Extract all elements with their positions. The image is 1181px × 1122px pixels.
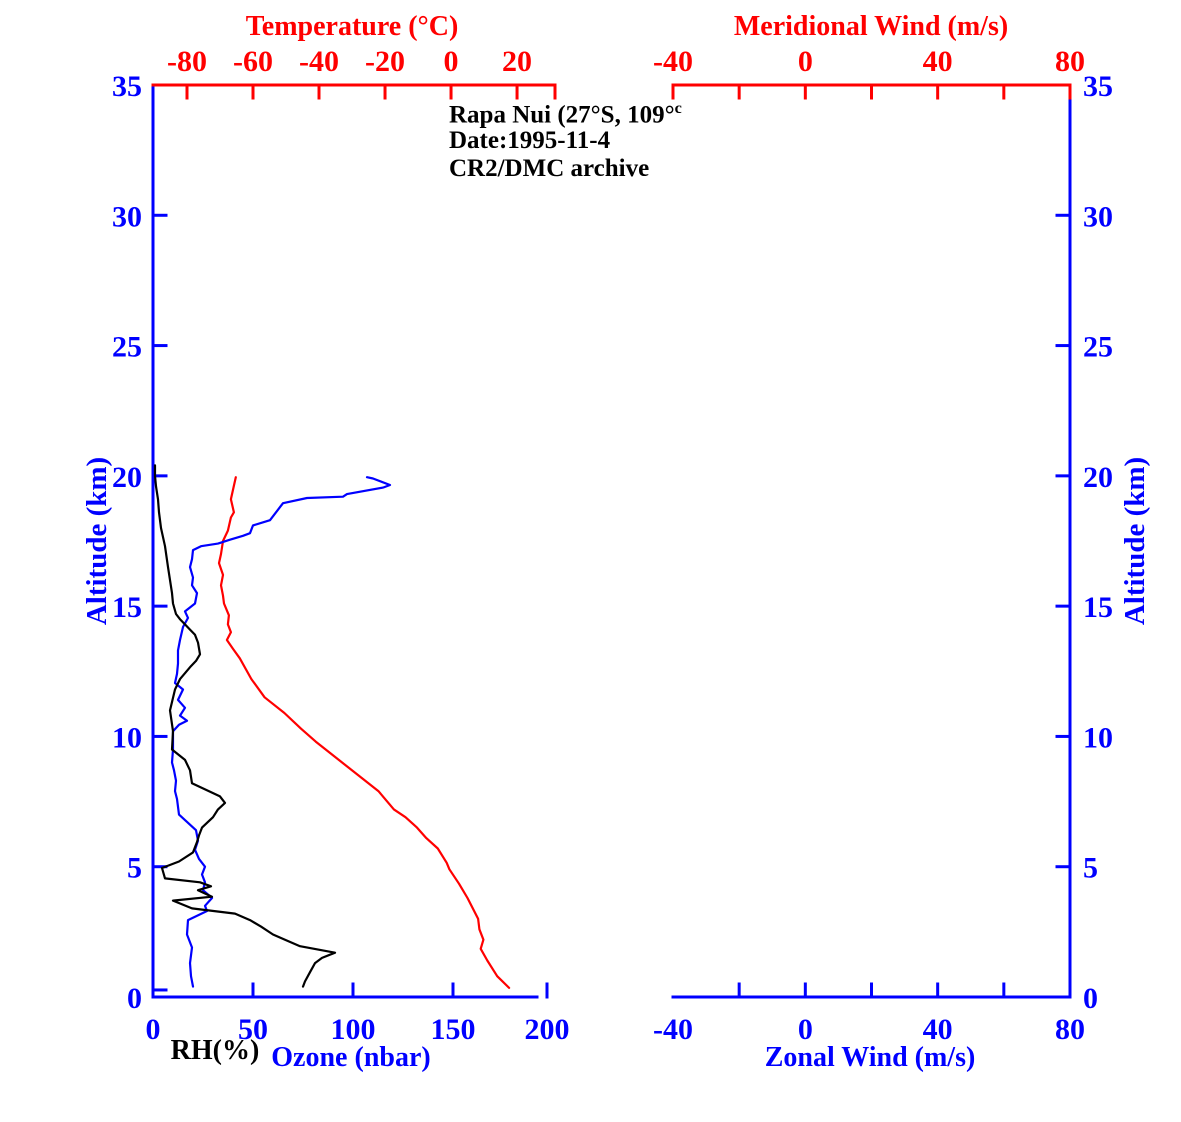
bottom-tick-label: 80 — [1055, 1013, 1085, 1046]
bottom-tick-label: 200 — [525, 1013, 570, 1046]
ozone-axis-title: Ozone (nbar) — [271, 1042, 431, 1073]
altitude-tick-label: 0 — [127, 982, 142, 1015]
ozone-curve — [170, 476, 392, 988]
altitude-tick-label: 35 — [112, 70, 142, 103]
station-annotation-line1: Rapa Nui (27°S, 109°c — [449, 99, 682, 129]
top-tick-label: -40 — [653, 45, 693, 78]
altitude-tick-label: 25 — [112, 331, 142, 364]
station-annotation-archive: CR2/DMC archive — [449, 155, 650, 182]
altitude-tick-label: 15 — [112, 591, 142, 624]
altitude-tick-label: 25 — [1083, 331, 1113, 364]
top-tick-label: -40 — [299, 45, 339, 78]
bottom-tick-label: 50 — [238, 1013, 268, 1046]
zonal-wind-axis-title: Zonal Wind (m/s) — [764, 1042, 976, 1073]
top-tick-label: -80 — [167, 45, 207, 78]
altitude-tick-label: 15 — [1083, 591, 1113, 624]
top-tick-label: 40 — [923, 45, 953, 78]
station-name: Rapa Nui (27°S, 109° — [449, 101, 675, 129]
bottom-tick-label: 40 — [923, 1013, 953, 1046]
bottom-tick-label: 0 — [798, 1013, 813, 1046]
altitude-tick-label: 20 — [1083, 461, 1113, 494]
altitude-tick-label: 30 — [1083, 200, 1113, 233]
relative-humidity-curve — [153, 464, 337, 988]
altitude-axis-title-left: Altitude (km) — [80, 456, 113, 626]
altitude-tick-label: 20 — [112, 461, 142, 494]
altitude-tick-label: 30 — [112, 200, 142, 233]
meridional-wind-axis-title: Meridional Wind (m/s) — [733, 11, 1009, 42]
station-name-fragment: c — [674, 99, 682, 117]
top-tick-label: 20 — [502, 45, 532, 78]
rh-axis-title: RH(%) — [170, 1035, 260, 1066]
altitude-tick-label: 10 — [112, 721, 142, 754]
top-tick-label: 0 — [798, 45, 813, 78]
top-tick-label: 80 — [1055, 45, 1085, 78]
temperature-axis-title: Temperature (°C) — [245, 11, 459, 42]
bottom-tick-label: 150 — [431, 1013, 476, 1046]
top-tick-label: 0 — [444, 45, 459, 78]
top-tick-label: -20 — [365, 45, 405, 78]
bottom-tick-label: -40 — [653, 1013, 693, 1046]
altitude-tick-label: 35 — [1083, 70, 1113, 103]
altitude-tick-label: 0 — [1083, 982, 1098, 1015]
bottom-tick-label: 0 — [146, 1013, 161, 1046]
altitude-axis-title-right: Altitude (km) — [1118, 456, 1151, 626]
altitude-tick-label: 5 — [1083, 852, 1098, 885]
bottom-tick-label: 100 — [331, 1013, 376, 1046]
altitude-tick-label: 5 — [127, 852, 142, 885]
station-annotation-date: Date:1995-11-4 — [449, 127, 611, 154]
temperature-curve — [217, 476, 511, 990]
altitude-tick-label: 10 — [1083, 721, 1113, 754]
top-tick-label: -60 — [233, 45, 273, 78]
